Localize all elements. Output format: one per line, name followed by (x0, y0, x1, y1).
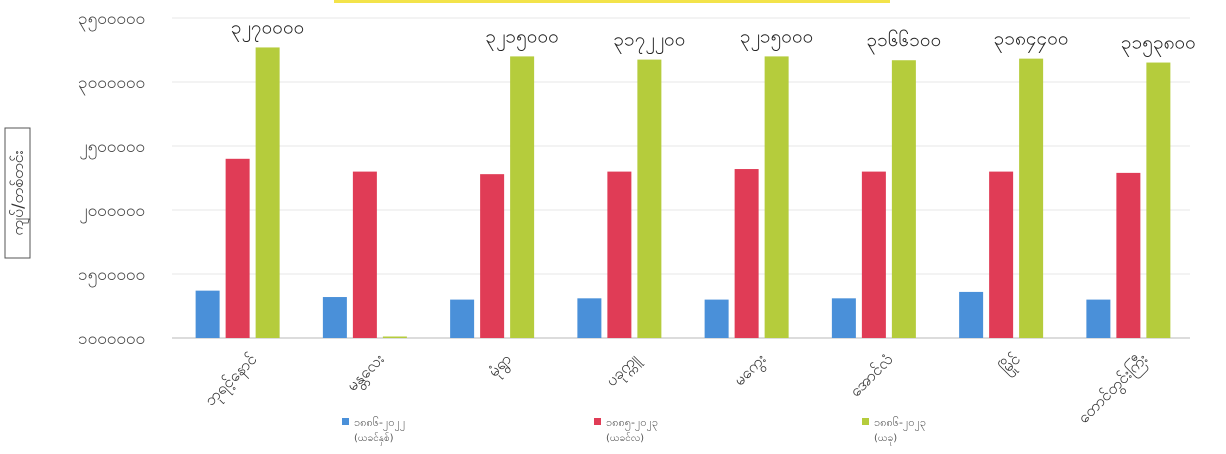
x-tick-label: မန္တလေး (342, 349, 389, 396)
data-label: ၃၁၇၂၂၀၀ (613, 29, 685, 55)
bar (704, 299, 729, 338)
data-label: ၃၁၈၄၄၀၀ (994, 28, 1069, 54)
x-tick-label: မကွေး (729, 349, 771, 391)
bar (637, 59, 662, 338)
bar (1146, 62, 1171, 338)
legend-label: ၁၈၈၆-၂၀၂၂ (354, 416, 405, 431)
y-axis-label: ကျပ်/တစ်တင်း (8, 150, 30, 235)
bar (255, 47, 280, 338)
bar (322, 297, 347, 338)
legend-swatch (342, 418, 349, 425)
bar (352, 171, 377, 338)
y-axis-label-group: ကျပ်/တစ်တင်း (4, 127, 31, 259)
y-tick-label: ၁၀၀၀၀၀၀ (78, 329, 145, 349)
y-tick-label: ၂၅၀၀၀၀၀ (79, 137, 145, 160)
data-labels: ၃၂၇၀၀၀၀ ၃၂၁၅၀၀၀ ၃၁၇၂၂၀၀ ၃၂၁၅၀၀၀ ၃၁၆၆၁၀၀ ၃၁၈၄၄… (231, 16, 1196, 57)
y-tick-label: ၃၅၀၀၀၀၀ (78, 9, 145, 32)
bar (764, 56, 789, 339)
bar (382, 336, 407, 338)
y-tick-label: ၁၅၀၀၀၀၀ (78, 265, 145, 288)
bar (607, 171, 632, 338)
x-tick-label: ပခုက္ကူ (602, 348, 646, 392)
data-label: ၃၂၁၅၀၀၀ (485, 25, 558, 51)
y-axis-label-box (4, 127, 31, 259)
data-label: ၃၂၇၀၀၀၀ (231, 16, 304, 42)
bar (1019, 58, 1044, 338)
bar (480, 174, 505, 338)
bar (510, 56, 535, 339)
bar (450, 299, 475, 338)
bar (577, 298, 602, 338)
data-label: ၃၂၁၅၀၀၀ (740, 25, 813, 51)
x-tick-label: အောင်လံ (846, 349, 897, 400)
y-tick-label: ၂၀၀၀၀၀၀ (79, 201, 145, 224)
legend-swatch (594, 418, 601, 425)
legend-sublabel: (ယခင်နှစ်) (354, 431, 394, 446)
bar (195, 290, 220, 338)
y-axis-ticks: ၁၀၀၀၀၀၀ ၁၅၀၀၀၀၀ ၂၀၀၀၀၀၀ ၂၅၀၀၀၀၀ ၃၀၀၀၀၀၀ ၃၅၀၀၀… (78, 9, 145, 349)
x-tick-label: ဘုရင့်နောင် (200, 349, 262, 411)
x-tick-label: မြိုင် (996, 349, 1026, 379)
legend-label: ၁၈၈၅-၂၀၂၃ (606, 416, 658, 431)
bar (831, 298, 856, 338)
bars (195, 47, 1171, 339)
bar (989, 171, 1014, 338)
data-label: ၃၁၆၆၁၀၀ (866, 28, 941, 55)
bar (1086, 299, 1111, 338)
y-tick-label: ၃၀၀၀၀၀၀ (78, 73, 145, 96)
x-tick-label: မုံရွာ (484, 349, 517, 382)
bar (891, 60, 916, 339)
bar (225, 158, 250, 338)
legend: ၁၈၈၆-၂၀၂၂(ယခင်နှစ်) ၁၈၈၅-၂၀၂၃(ယခင်လ) ၁၈၈၆-… (342, 416, 926, 446)
x-axis-ticks: ဘုရင့်နောင် မန္တလေး မုံရွာ ပခုက္ကူ မကွေး အောင… (200, 348, 1153, 429)
bar (861, 171, 886, 338)
bar (1116, 172, 1141, 338)
legend-swatch (862, 418, 869, 425)
bar (959, 291, 984, 338)
title-strip (334, 0, 890, 3)
legend-label: ၁၈၈၆-၂၀၂၃ (874, 416, 926, 431)
bar (734, 169, 759, 338)
data-label: ၃၁၅၃၈၀၀ (1121, 32, 1196, 58)
legend-sublabel: (ယခု) (874, 433, 897, 446)
legend-sublabel: (ယခင်လ) (606, 431, 644, 444)
x-tick-label: တောင်တွင်းကြီး (1074, 349, 1154, 429)
